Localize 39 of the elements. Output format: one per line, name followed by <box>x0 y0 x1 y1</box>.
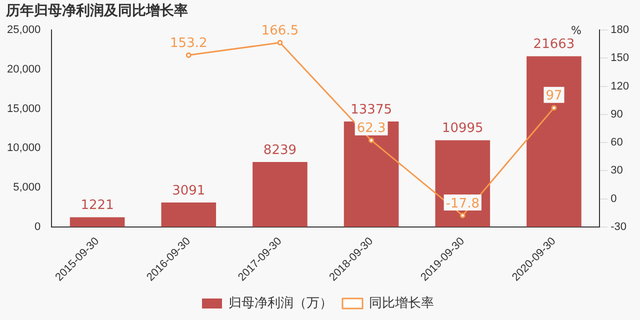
point <box>277 40 283 46</box>
y-tick-label: 10,000 <box>6 142 41 154</box>
y2-axis-title: % <box>571 24 582 37</box>
legend-label: 同比增长率 <box>369 295 434 310</box>
data-label: 21663 <box>533 37 575 52</box>
y-tick-label: 25,000 <box>6 24 41 36</box>
y2-tick-label: 0 <box>610 192 617 205</box>
bar <box>70 217 125 227</box>
data-label: 1221 <box>80 198 114 214</box>
bar <box>161 202 216 227</box>
data-label: -17.8 <box>446 196 480 212</box>
point <box>460 212 466 218</box>
y2-tick-label: 30 <box>610 164 623 177</box>
data-label: 153.2 <box>170 36 208 51</box>
y-tick-label: 5,000 <box>13 182 41 194</box>
y2-tick-label: 180 <box>610 24 630 36</box>
y2-tick-label: 150 <box>610 52 630 64</box>
data-label: 3091 <box>172 183 206 198</box>
data-label: 13375 <box>350 102 392 118</box>
bar <box>526 56 582 227</box>
data-label: 8239 <box>263 142 297 158</box>
data-label: 62.3 <box>356 121 386 136</box>
point <box>186 52 192 58</box>
chart-title: 历年归母净利润及同比增长率 <box>6 2 188 20</box>
y-tick-label: 20,000 <box>6 63 41 76</box>
data-label: 166.5 <box>261 24 299 39</box>
y-tick-label: 15,000 <box>6 102 41 115</box>
point <box>368 138 374 144</box>
data-label: 97 <box>546 88 562 104</box>
legend-label: 归母净利润（万） <box>228 295 332 310</box>
data-label: 10995 <box>442 121 484 136</box>
y2-tick-label: -30 <box>610 220 627 233</box>
y2-tick-label: 60 <box>610 136 623 149</box>
bar <box>252 162 308 227</box>
bar <box>344 122 399 227</box>
y-tick-label: 0 <box>34 220 41 233</box>
y2-tick-label: 120 <box>610 80 630 92</box>
point <box>551 105 557 111</box>
y2-tick-label: 90 <box>610 108 623 120</box>
